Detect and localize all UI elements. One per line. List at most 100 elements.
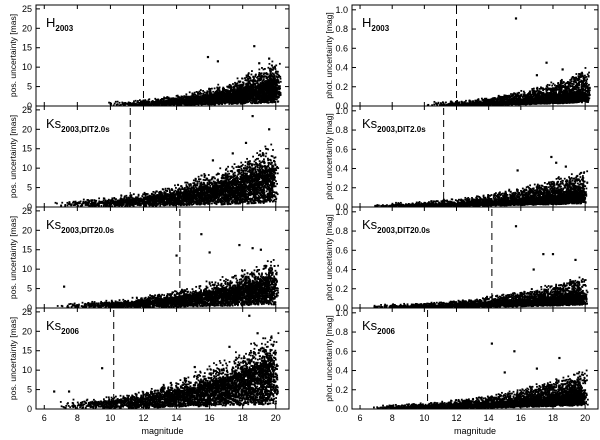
y-tick-label: 5	[27, 82, 32, 92]
data-point	[275, 95, 278, 98]
data-point	[241, 77, 243, 80]
data-point	[277, 92, 280, 95]
data-point	[270, 92, 272, 95]
data-point	[255, 98, 258, 101]
data-point	[262, 98, 265, 101]
data-point	[240, 83, 243, 86]
data-point	[208, 92, 211, 95]
data-point	[274, 68, 277, 70]
data-point	[158, 101, 161, 104]
data-point	[266, 88, 268, 90]
data-point	[210, 87, 213, 90]
data-point	[262, 90, 265, 93]
data-point-outlier	[253, 45, 256, 48]
data-point	[148, 98, 151, 101]
data-point	[269, 94, 272, 96]
data-point	[242, 82, 245, 84]
data-point	[273, 75, 276, 78]
data-point	[236, 101, 239, 104]
data-point	[197, 103, 200, 106]
data-point	[221, 99, 224, 102]
data-point	[271, 78, 274, 81]
data-point	[251, 70, 253, 72]
data-point	[269, 73, 272, 75]
data-point	[273, 78, 276, 80]
data-point	[116, 100, 119, 103]
data-point	[252, 82, 255, 85]
data-point	[277, 94, 280, 96]
y-tick-label: 25	[22, 4, 32, 14]
data-point	[267, 79, 269, 81]
data-point	[226, 95, 229, 98]
data-point	[243, 87, 245, 90]
data-point	[182, 99, 185, 102]
data-point	[267, 66, 270, 69]
data-point	[229, 86, 231, 89]
data-point	[254, 86, 257, 89]
data-point	[221, 90, 224, 93]
data-point	[123, 102, 126, 105]
y-axis-label: pos. uncertainty [mas]	[8, 14, 18, 97]
data-point	[229, 98, 232, 101]
data-point	[230, 103, 233, 105]
data-point	[259, 101, 262, 104]
data-point	[139, 102, 141, 105]
data-point	[277, 81, 280, 84]
data-point	[199, 93, 201, 95]
data-point	[201, 102, 204, 104]
data-point	[249, 77, 252, 80]
data-point	[250, 73, 253, 76]
data-point	[246, 93, 248, 96]
data-point	[204, 94, 207, 97]
data-point	[268, 97, 271, 100]
data-point	[175, 101, 178, 104]
data-point	[221, 103, 223, 106]
data-point	[230, 89, 232, 92]
data-point	[147, 101, 149, 103]
data-point	[275, 70, 277, 73]
data-point	[260, 72, 263, 75]
data-point	[190, 98, 193, 100]
data-point	[256, 90, 259, 93]
data-point	[209, 100, 211, 103]
data-point	[277, 87, 280, 90]
data-point	[232, 100, 235, 103]
data-point	[256, 82, 259, 84]
data-point	[179, 100, 182, 103]
data-point	[153, 103, 155, 106]
data-point	[224, 94, 227, 97]
data-point	[273, 87, 276, 89]
data-point	[194, 93, 197, 96]
data-point	[174, 98, 176, 101]
data-point	[175, 94, 178, 97]
data-point	[588, 83, 590, 86]
data-point	[213, 87, 216, 90]
data-point	[208, 98, 211, 101]
data-point	[131, 104, 133, 107]
data-point	[205, 92, 208, 94]
data-point	[235, 102, 237, 105]
data-point	[231, 102, 234, 104]
data-point	[266, 101, 269, 104]
data-point	[275, 75, 278, 78]
data-point	[255, 95, 258, 98]
data-point	[269, 67, 272, 70]
data-point	[245, 74, 248, 77]
data-point	[210, 101, 213, 104]
data-point	[270, 85, 273, 88]
data-point	[269, 69, 271, 72]
data-point	[216, 90, 219, 92]
data-point	[198, 97, 200, 99]
data-point	[179, 103, 182, 106]
data-point	[251, 79, 254, 82]
data-point	[259, 72, 262, 75]
data-point	[247, 75, 250, 78]
data-point	[248, 92, 251, 95]
data-point	[247, 77, 250, 80]
data-point	[272, 66, 274, 69]
data-point	[232, 83, 234, 85]
data-point	[236, 99, 239, 102]
data-point	[189, 101, 192, 104]
data-point	[225, 99, 228, 102]
data-point-outlier	[258, 62, 261, 65]
